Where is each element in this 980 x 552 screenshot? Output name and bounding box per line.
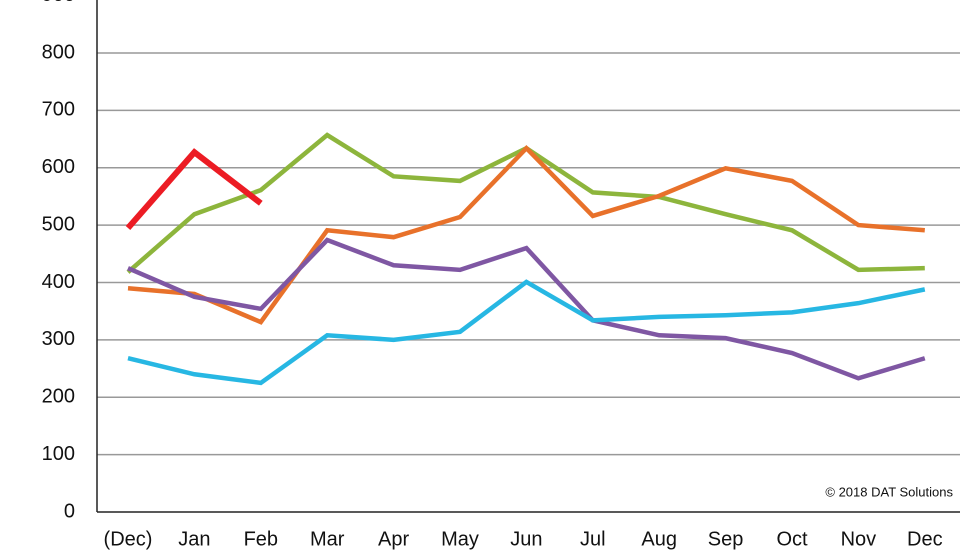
series-line [125, 148, 263, 230]
y-tick-label: 600 [42, 156, 75, 178]
series-line [127, 144, 925, 325]
x-tick-label: Jan [178, 528, 210, 550]
x-tick-label: Mar [310, 528, 345, 550]
x-tick-label: Dec [907, 528, 943, 550]
series-line [127, 237, 926, 381]
x-tick-label: Jul [580, 528, 606, 550]
y-tick-label: 900 [42, 0, 75, 6]
series-line [127, 279, 926, 386]
y-tick-label: 200 [42, 386, 75, 408]
x-tick-label: (Dec) [104, 528, 153, 550]
y-tick-label: 100 [42, 443, 75, 465]
x-tick-label: Jun [510, 528, 542, 550]
x-tick-label: Aug [641, 528, 677, 550]
x-tick-label: Sep [708, 528, 744, 550]
copyright-note: © 2018 DAT Solutions [825, 484, 953, 499]
y-tick-label: 700 [42, 99, 75, 121]
x-tick-label: Oct [776, 528, 808, 550]
x-tick-label: Apr [378, 528, 409, 550]
y-tick-label: 500 [42, 213, 75, 235]
x-tick-label: Feb [244, 528, 278, 550]
y-tick-label: 400 [42, 271, 75, 293]
series-line [126, 132, 925, 274]
y-tick-label: 0 [64, 500, 75, 522]
x-tick-label: May [441, 528, 479, 550]
y-tick-label: 800 [42, 41, 75, 63]
x-tick-label: Nov [841, 528, 877, 550]
y-tick-label: 300 [42, 328, 75, 350]
